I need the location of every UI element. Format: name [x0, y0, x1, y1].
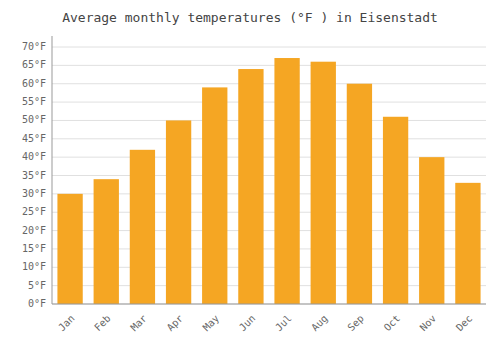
grid-line: [52, 120, 486, 121]
y-tick-label: 65°F: [22, 59, 46, 70]
y-tick-label: 40°F: [22, 151, 46, 162]
x-tick-label: Apr: [165, 313, 186, 334]
bar: [130, 150, 155, 304]
x-tick-label: Mar: [128, 313, 149, 334]
grid-line: [52, 83, 486, 84]
y-tick-label: 35°F: [22, 170, 46, 181]
bar: [419, 157, 444, 304]
grid-line: [52, 47, 486, 48]
x-tick-label: Oct: [382, 313, 403, 334]
y-axis: 0°F 5°F 10°F 15°F 20°F 25°F 30°F 35°F 40°F 45°F 50…: [22, 41, 46, 309]
x-tick-label: Aug: [309, 313, 330, 334]
chart: Average monthly temperatures (°F ) in Ei…: [0, 0, 500, 350]
bar: [94, 179, 119, 304]
y-tick-label: 60°F: [22, 78, 46, 89]
title: Average monthly temperatures (°F ) in Ei…: [62, 10, 438, 25]
bar: [455, 183, 480, 304]
bar: [311, 62, 336, 304]
grid: [52, 47, 486, 304]
x-tick-label: May: [201, 313, 222, 334]
x-tick-label: Sep: [345, 313, 366, 334]
y-tick-label: 20°F: [22, 225, 46, 236]
bar: [202, 87, 227, 304]
x-tick-label: Feb: [92, 313, 113, 334]
x-tick-label: Nov: [418, 313, 439, 334]
y-tick-label: 45°F: [22, 133, 46, 144]
x-tick-label: Jul: [273, 313, 294, 334]
bars: [57, 58, 480, 304]
grid-line: [52, 65, 486, 66]
y-tick-label: 50°F: [22, 114, 46, 125]
bar: [238, 69, 263, 304]
bar: [166, 120, 191, 304]
y-tick-label: 10°F: [22, 261, 46, 272]
y-tick-label: 15°F: [22, 243, 46, 254]
y-tick-label: 70°F: [22, 41, 46, 52]
x-axis-line: [52, 304, 486, 305]
y-tick-label: 55°F: [22, 96, 46, 107]
x-tick-label: Dec: [454, 313, 475, 334]
bar: [274, 58, 299, 304]
y-tick-label: 0°F: [28, 298, 46, 309]
grid-line: [52, 304, 486, 305]
bar: [383, 117, 408, 304]
y-tick-label: 5°F: [28, 280, 46, 291]
y-axis-line: [52, 36, 53, 304]
x-tick-label: Jan: [56, 313, 77, 334]
x-axis: Jan Feb Mar Apr May Jun Jul Aug Sep Oct Nov Dec: [56, 313, 474, 334]
grid-line: [52, 102, 486, 103]
bar: [347, 84, 372, 304]
bar: [57, 194, 82, 304]
grid-line: [52, 138, 486, 139]
y-tick-label: 25°F: [22, 206, 46, 217]
x-tick-label: Jun: [237, 313, 258, 334]
y-tick-label: 30°F: [22, 188, 46, 199]
